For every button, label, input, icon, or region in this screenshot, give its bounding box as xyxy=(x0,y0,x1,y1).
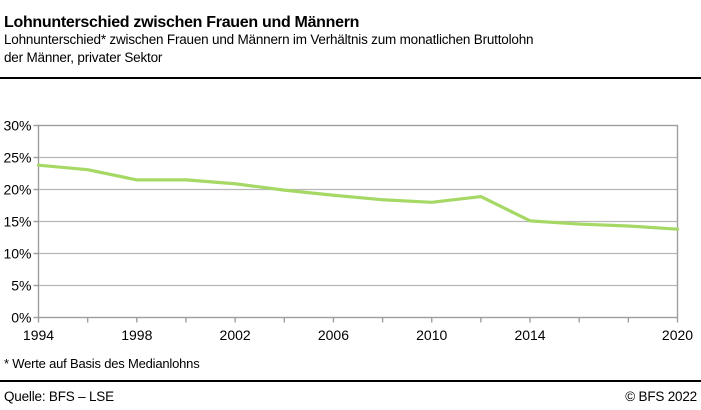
y-tick-label-5: 5% xyxy=(11,278,31,294)
source-row: Quelle: BFS – LSE © BFS 2022 xyxy=(4,389,697,404)
x-tick-label-2002: 2002 xyxy=(220,327,251,343)
y-tick-label-20: 20% xyxy=(3,182,31,198)
y-tick-label-10: 10% xyxy=(3,246,31,262)
x-tick-label-2020: 2020 xyxy=(662,327,693,343)
page-title: Lohnunterschied zwischen Frauen und Männ… xyxy=(4,13,360,31)
x-tick-label-1994: 1994 xyxy=(23,327,54,343)
footer-divider xyxy=(0,380,701,382)
chart-subtitle: Lohnunterschied* zwischen Frauen und Män… xyxy=(4,32,534,65)
y-tick-label-15: 15% xyxy=(3,214,31,230)
source-label: Quelle: BFS – LSE xyxy=(4,389,114,404)
copyright-label: © BFS 2022 xyxy=(625,389,697,404)
wage-gap-line-chart: 0% 5% 10% 15% 20% 25% 30% 1994 1998 2002 2006 2010 2… xyxy=(3,118,693,344)
x-tick-label-2010: 2010 xyxy=(416,327,447,343)
y-tick-label-30: 30% xyxy=(3,118,31,134)
y-tick-label-0: 0% xyxy=(11,310,31,326)
chart-footnote: * Werte auf Basis des Medianlohns xyxy=(4,356,200,371)
x-tick-label-2006: 2006 xyxy=(318,327,349,343)
x-tick-label-1998: 1998 xyxy=(121,327,152,343)
x-tick-label-2014: 2014 xyxy=(514,327,545,343)
wage-gap-series-line xyxy=(36,163,680,231)
header-divider xyxy=(0,77,701,79)
y-tick-label-25: 25% xyxy=(3,150,31,166)
